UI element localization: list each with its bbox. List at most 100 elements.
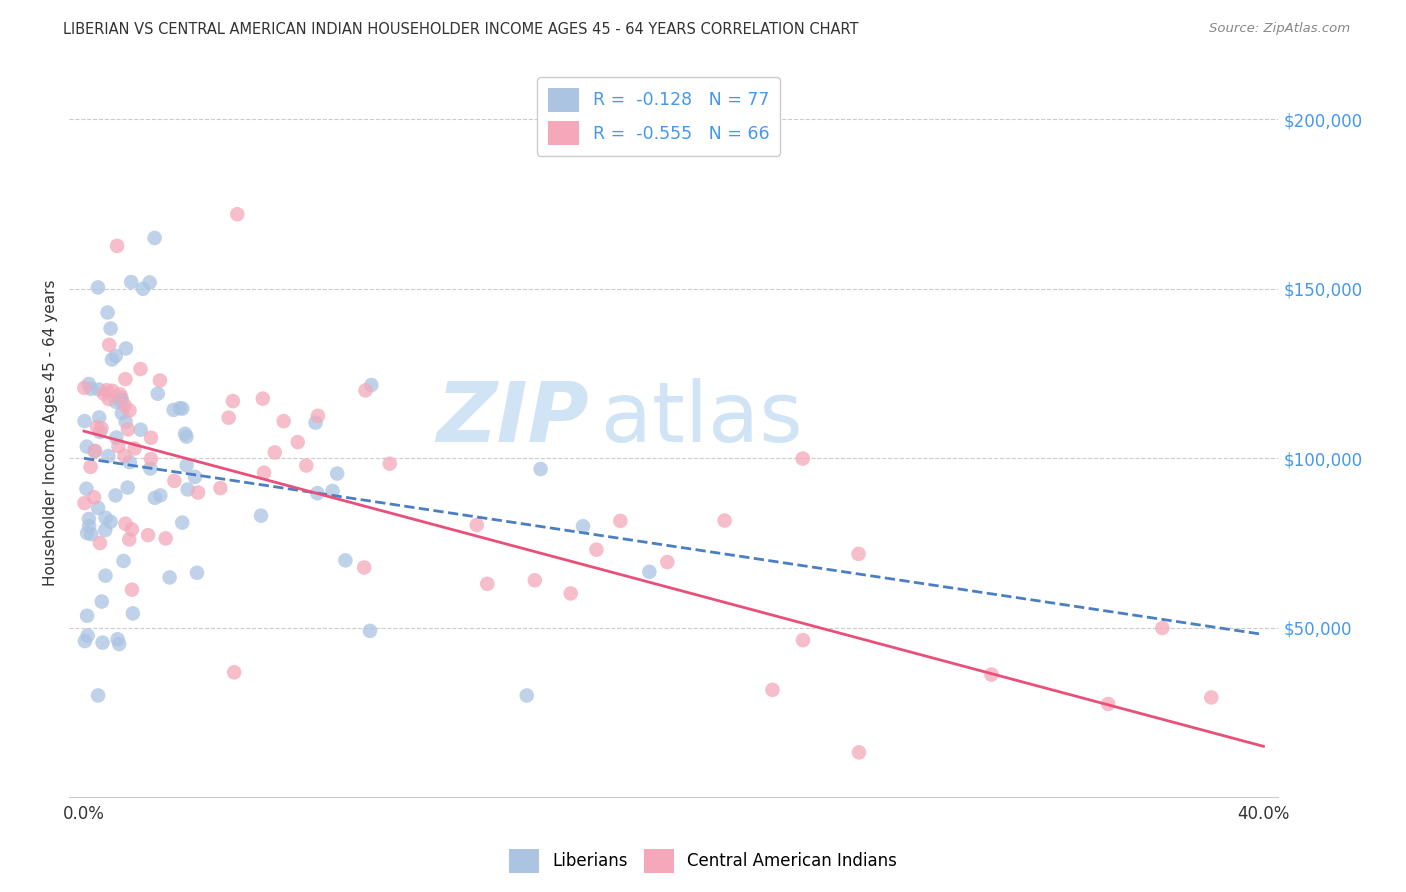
Point [105, 395, 128, 409]
Point [322, 483, 344, 498]
Point [159, 570, 181, 584]
Point [209, 481, 232, 495]
Point [111, 406, 134, 420]
Point [97, 449, 120, 463]
Point [100, 515, 122, 529]
Point [609, 514, 631, 528]
Point [176, 458, 198, 473]
Point [477, 576, 499, 591]
Point [149, 374, 172, 388]
Point [76, 608, 98, 623]
Point [176, 430, 198, 444]
Point [139, 461, 162, 475]
Legend: Liberians, Central American Indians: Liberians, Central American Indians [502, 842, 904, 880]
Point [100, 321, 122, 335]
Point [87, 689, 110, 703]
Point [117, 422, 139, 436]
Point [143, 491, 166, 505]
Point [792, 451, 814, 466]
Point [73, 634, 96, 648]
Text: atlas: atlas [602, 377, 803, 458]
Point [105, 239, 128, 253]
Point [359, 624, 381, 638]
Point [73, 414, 96, 428]
Point [263, 445, 285, 459]
Point [94, 523, 117, 537]
Point [121, 523, 143, 537]
Point [295, 458, 318, 473]
Point [360, 378, 382, 392]
Point [186, 566, 208, 580]
Point [162, 403, 184, 417]
Point [114, 398, 136, 412]
Point [94, 568, 117, 582]
Text: ZIP: ZIP [436, 377, 589, 458]
Point [77, 376, 100, 391]
Point [114, 372, 136, 386]
Point [585, 542, 607, 557]
Point [273, 414, 295, 428]
Point [129, 362, 152, 376]
Point [224, 665, 246, 680]
Point [118, 455, 141, 469]
Point [89, 410, 111, 425]
Point [108, 637, 131, 651]
Point [114, 449, 136, 463]
Point [98, 338, 121, 352]
Point [184, 470, 207, 484]
Point [76, 526, 98, 541]
Point [83, 444, 105, 458]
Point [73, 381, 96, 395]
Point [124, 442, 146, 456]
Point [93, 386, 115, 401]
Point [848, 547, 870, 561]
Point [104, 349, 127, 363]
Point [792, 633, 814, 648]
Point [107, 439, 129, 453]
Point [226, 207, 249, 221]
Point [169, 401, 191, 416]
Point [110, 387, 132, 401]
Point [155, 532, 177, 546]
Point [89, 425, 111, 439]
Point [129, 423, 152, 437]
Point [253, 466, 276, 480]
Point [101, 384, 124, 398]
Point [118, 403, 141, 417]
Legend: R =  -0.128   N = 77, R =  -0.555   N = 66: R = -0.128 N = 77, R = -0.555 N = 66 [537, 78, 780, 156]
Point [90, 421, 112, 435]
Point [174, 426, 197, 441]
Point [657, 555, 679, 569]
Point [222, 394, 245, 409]
Point [713, 514, 735, 528]
Point [187, 485, 209, 500]
Point [132, 282, 155, 296]
Point [96, 383, 118, 397]
Point [848, 745, 870, 759]
Y-axis label: Householder Income Ages 45 - 64 years: Householder Income Ages 45 - 64 years [44, 279, 58, 586]
Point [307, 486, 329, 500]
Point [465, 517, 488, 532]
Point [139, 452, 162, 467]
Text: Source: ZipAtlas.com: Source: ZipAtlas.com [1209, 22, 1350, 36]
Point [378, 457, 401, 471]
Point [90, 594, 112, 608]
Point [523, 574, 546, 588]
Point [121, 607, 143, 621]
Point [136, 528, 159, 542]
Point [112, 554, 135, 568]
Point [638, 565, 661, 579]
Point [114, 415, 136, 429]
Point [120, 275, 142, 289]
Point [304, 416, 326, 430]
Point [87, 280, 110, 294]
Point [1097, 697, 1119, 711]
Point [149, 488, 172, 502]
Point [146, 386, 169, 401]
Point [110, 391, 132, 405]
Point [335, 553, 357, 567]
Point [1152, 621, 1174, 635]
Point [79, 459, 101, 474]
Point [101, 352, 124, 367]
Point [75, 482, 97, 496]
